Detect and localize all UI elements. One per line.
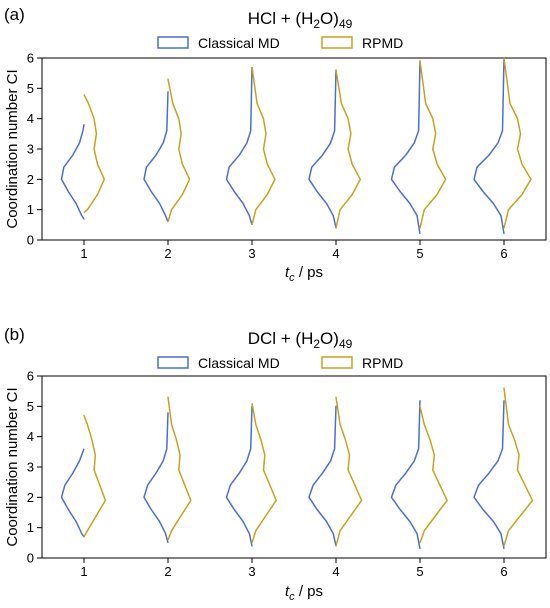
classical-md-violin-6 (473, 399, 505, 550)
y-tick-label: 5 (27, 81, 34, 96)
y-tick-label: 3 (27, 460, 34, 475)
y-tick-label: 6 (27, 369, 34, 384)
classical-md-violin-6 (473, 57, 505, 235)
rpmd-violin-4 (335, 69, 362, 229)
rpmd-violin-3 (251, 403, 277, 544)
panel-label: (b) (4, 325, 25, 344)
legend-swatch-classical (157, 356, 189, 369)
rpmd-violin-1 (83, 414, 107, 538)
x-tick-label: 4 (332, 246, 339, 261)
rpmd-violin-5 (419, 60, 447, 229)
legend-label-rpmd: RPMD (362, 355, 403, 371)
legend-swatch-rpmd (321, 356, 353, 369)
y-tick-label: 3 (27, 142, 34, 157)
classical-md-violin-3 (225, 405, 253, 547)
y-tick-label: 6 (27, 51, 34, 66)
rpmd-violin-6 (503, 387, 534, 547)
legend-swatch-classical (157, 36, 189, 49)
x-tick-label: 6 (500, 564, 507, 579)
y-tick-label: 1 (27, 202, 34, 217)
rpmd-violin-2 (167, 78, 191, 223)
plot-frame (41, 375, 547, 559)
classical-md-violin-3 (225, 67, 253, 226)
x-tick-label: 5 (416, 564, 423, 579)
classical-md-violin-2 (143, 90, 169, 223)
legend: Classical MD RPMD (157, 35, 403, 51)
y-tick-label: 0 (27, 551, 34, 566)
rpmd-violin-6 (503, 57, 532, 229)
x-tick-label: 2 (164, 564, 171, 579)
x-tick-label: 4 (332, 564, 339, 579)
chart-title: HCl + (H2O)49 (248, 9, 353, 31)
legend-label-classical: Classical MD (198, 35, 280, 51)
x-tick-label: 3 (248, 564, 255, 579)
rpmd-violin-2 (167, 396, 192, 541)
rpmd-violin-1 (83, 94, 106, 214)
x-tick-label: 2 (164, 246, 171, 261)
y-tick-label: 0 (27, 233, 34, 248)
y-axis-label: Coordination number CI (4, 69, 21, 228)
classical-md-violin-5 (390, 60, 421, 235)
y-tick-label: 2 (27, 490, 34, 505)
chart-title: DCl + (H2O)49 (248, 329, 353, 351)
x-tick-label: 3 (248, 246, 255, 261)
panel-label: (a) (4, 5, 25, 24)
rpmd-violin-4 (335, 396, 363, 547)
x-tick-label: 1 (80, 564, 87, 579)
y-tick-label: 1 (27, 520, 34, 535)
classical-md-violin-4 (308, 405, 337, 547)
classical-md-violin-1 (60, 123, 85, 220)
legend-label-rpmd: RPMD (362, 35, 403, 51)
y-tick-label: 5 (27, 399, 34, 414)
panel-a: (a) HCl + (H2O)49 0 1 2 3 4 5 6 Coordination numb… (4, 5, 547, 284)
y-tick-label: 4 (27, 429, 34, 444)
legend: Classical MD RPMD (157, 355, 403, 371)
legend-label-classical: Classical MD (198, 355, 280, 371)
classical-md-violin-4 (308, 69, 337, 229)
y-axis-label: Coordination number CI (4, 387, 21, 546)
legend-swatch-rpmd (321, 36, 353, 49)
classical-md-violin-2 (143, 412, 169, 544)
panel-b: (b) DCl + (H2O)49 0 1 2 3 4 5 6 Coordination numb… (4, 325, 547, 603)
rpmd-violin-5 (419, 405, 448, 544)
x-tick-label: 5 (416, 246, 423, 261)
plot-frame (41, 57, 547, 241)
x-tick-label: 6 (500, 246, 507, 261)
y-tick-label: 2 (27, 172, 34, 187)
classical-md-violin-5 (390, 399, 421, 550)
classical-md-violin-1 (60, 448, 85, 538)
y-tick-label: 4 (27, 111, 34, 126)
x-tick-label: 1 (80, 246, 87, 261)
x-axis-label: tc / ps (285, 583, 323, 603)
rpmd-violin-3 (251, 66, 276, 226)
x-axis-label: tc / ps (285, 264, 323, 284)
